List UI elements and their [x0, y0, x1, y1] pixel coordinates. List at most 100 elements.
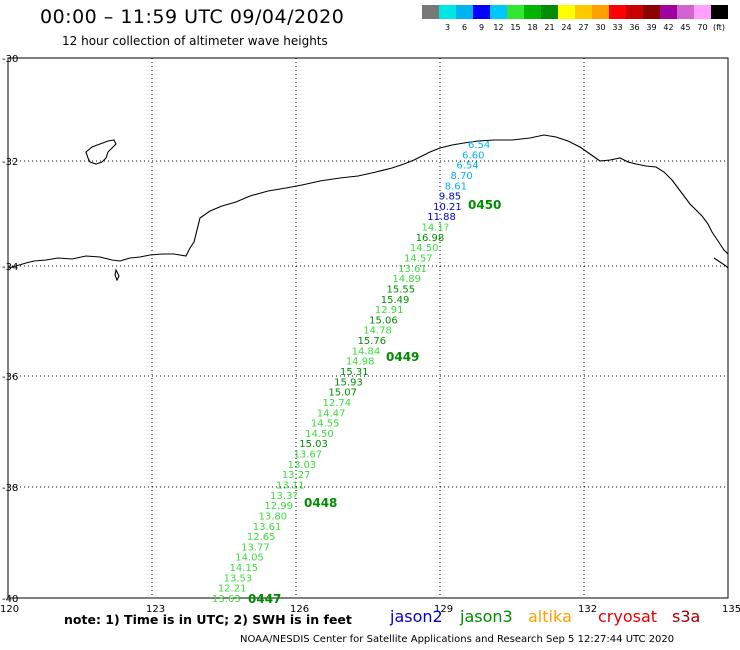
- swh-value: 13.61: [253, 522, 282, 533]
- legend-swatch: [609, 5, 626, 19]
- swh-value: 14.47: [317, 408, 346, 419]
- swh-value: 14.78: [363, 326, 392, 337]
- mainland-coast: [7, 134, 729, 269]
- swh-observations: 6.546.606.548.708.619.8510.2111.8814.1?1…: [212, 140, 490, 605]
- legend-swatch: [490, 5, 507, 19]
- swh-value: 6.54: [468, 140, 490, 151]
- swh-value: 14.05: [235, 553, 264, 564]
- lat-tick-label: -38: [2, 483, 18, 494]
- lon-tick-label: 132: [578, 604, 597, 615]
- swh-value: 13.80: [259, 511, 288, 522]
- legend-label: 15: [510, 23, 521, 32]
- legend-swatch: [626, 5, 643, 19]
- map-frame: [7, 57, 729, 599]
- lon-tick-label: 126: [290, 604, 309, 615]
- footnote: note: 1) Time is in UTC; 2) SWH is in fe…: [64, 612, 352, 627]
- swh-value: 12.65: [247, 532, 276, 543]
- swh-value: 14.55: [311, 419, 340, 430]
- legend-label: 42: [663, 23, 674, 32]
- pass-time-labels: 0450 0449 0448 0447: [248, 198, 501, 606]
- kangaroo-island: [85, 139, 117, 165]
- small-island: [114, 268, 120, 282]
- swh-value: 13.61: [398, 264, 427, 275]
- legend-label: 30: [595, 23, 606, 32]
- swh-value: 12.21: [218, 584, 247, 595]
- swh-value: 13.53: [224, 573, 253, 584]
- swh-value: 13.11: [276, 481, 305, 492]
- axis-tick-labels: 120 123 126 129 132 135-30-32-34-36-38-40: [0, 54, 740, 615]
- legend-swatch: [660, 5, 677, 19]
- swh-value: 8.70: [451, 171, 473, 182]
- legend-unit: (ft): [713, 23, 726, 32]
- lon-tick-label: 123: [146, 604, 165, 615]
- swh-value: 16.98: [416, 233, 445, 244]
- legend-label: 33: [612, 23, 623, 32]
- legend-label: 12: [493, 23, 504, 32]
- legend-label: 6: [461, 23, 468, 32]
- pass-time-label: 0448: [304, 496, 337, 510]
- swh-value: 13.3?: [270, 491, 298, 502]
- swh-value: 15.06: [369, 315, 398, 326]
- lon-tick-label: 135: [722, 604, 740, 615]
- map-subtitle: 12 hour collection of altimeter wave hei…: [62, 34, 328, 48]
- legend-label: 21: [544, 23, 555, 32]
- swh-value: 15.93: [334, 377, 363, 388]
- satellite-name: cryosat: [598, 607, 658, 626]
- swh-value: 13.03: [288, 460, 317, 471]
- legend-labels: 3 6 9 12 15 18 21 24 27 30 33 36 39 42 45 70 (ft): [422, 23, 728, 32]
- map-title: 00:00 – 11:59 UTC 09/04/2020: [40, 6, 345, 28]
- swh-value: 9.85: [439, 192, 461, 203]
- legend-swatch: [422, 5, 439, 19]
- swh-value: 11.88: [427, 212, 456, 223]
- lon-tick-label: 120: [0, 604, 19, 615]
- legend-swatch: [439, 5, 456, 19]
- legend-label: 36: [629, 23, 640, 32]
- legend-swatch: [541, 5, 558, 19]
- pass-time-label: 0450: [468, 198, 501, 212]
- swh-value: 14.50: [305, 429, 334, 440]
- legend-label: 70: [697, 23, 708, 32]
- swh-value: 13.63: [212, 594, 241, 605]
- swh-value: 15.76: [357, 336, 386, 347]
- swh-value: 14.15: [229, 563, 258, 574]
- legend-swatch: [524, 5, 541, 19]
- swh-value: 14.98: [346, 357, 375, 368]
- swh-value: 12.99: [264, 501, 293, 512]
- satellite-name: jason2: [390, 607, 443, 626]
- pass-time-label: 0447: [248, 592, 281, 606]
- legend-swatch: [643, 5, 660, 19]
- legend-swatch: [456, 5, 473, 19]
- legend-label: 27: [578, 23, 589, 32]
- lat-tick-label: -40: [2, 594, 18, 605]
- swh-value: 14.84: [352, 346, 381, 357]
- swh-value: 14.57: [404, 254, 433, 265]
- legend-swatch: [592, 5, 609, 19]
- lat-tick-label: -30: [2, 54, 18, 65]
- pass-time-label: 0449: [386, 350, 419, 364]
- legend-swatch: [711, 5, 728, 19]
- swh-value: 15.55: [387, 284, 416, 295]
- swh-value: 15.49: [381, 295, 410, 306]
- legend-swatch: [507, 5, 524, 19]
- legend-label: 18: [527, 23, 538, 32]
- swh-value: 10.21: [433, 202, 462, 213]
- legend-label: 3: [444, 23, 451, 32]
- legend-swatch: [558, 5, 575, 19]
- lat-tick-label: -36: [2, 372, 18, 383]
- swh-value: 6.60: [462, 150, 484, 161]
- color-legend: 3 6 9 12 15 18 21 24 27 30 33 36 39 42 45 70 (ft): [422, 5, 728, 32]
- legend-swatch: [473, 5, 490, 19]
- swh-value: 13.77: [241, 542, 270, 553]
- legend-label: 39: [646, 23, 657, 32]
- satellite-name: altika: [528, 607, 572, 626]
- swh-value: 14.89: [392, 274, 421, 285]
- legend-swatch: [677, 5, 694, 19]
- satellite-name: s3a: [672, 607, 701, 626]
- swh-value: 14.50: [410, 243, 439, 254]
- credit-line: NOAA/NESDIS Center for Satellite Applica…: [240, 634, 675, 645]
- legend-swatch: [694, 5, 711, 19]
- legend-swatch: [575, 5, 592, 19]
- tasmania-tip: [713, 257, 729, 269]
- swh-value: 14.1?: [421, 223, 449, 234]
